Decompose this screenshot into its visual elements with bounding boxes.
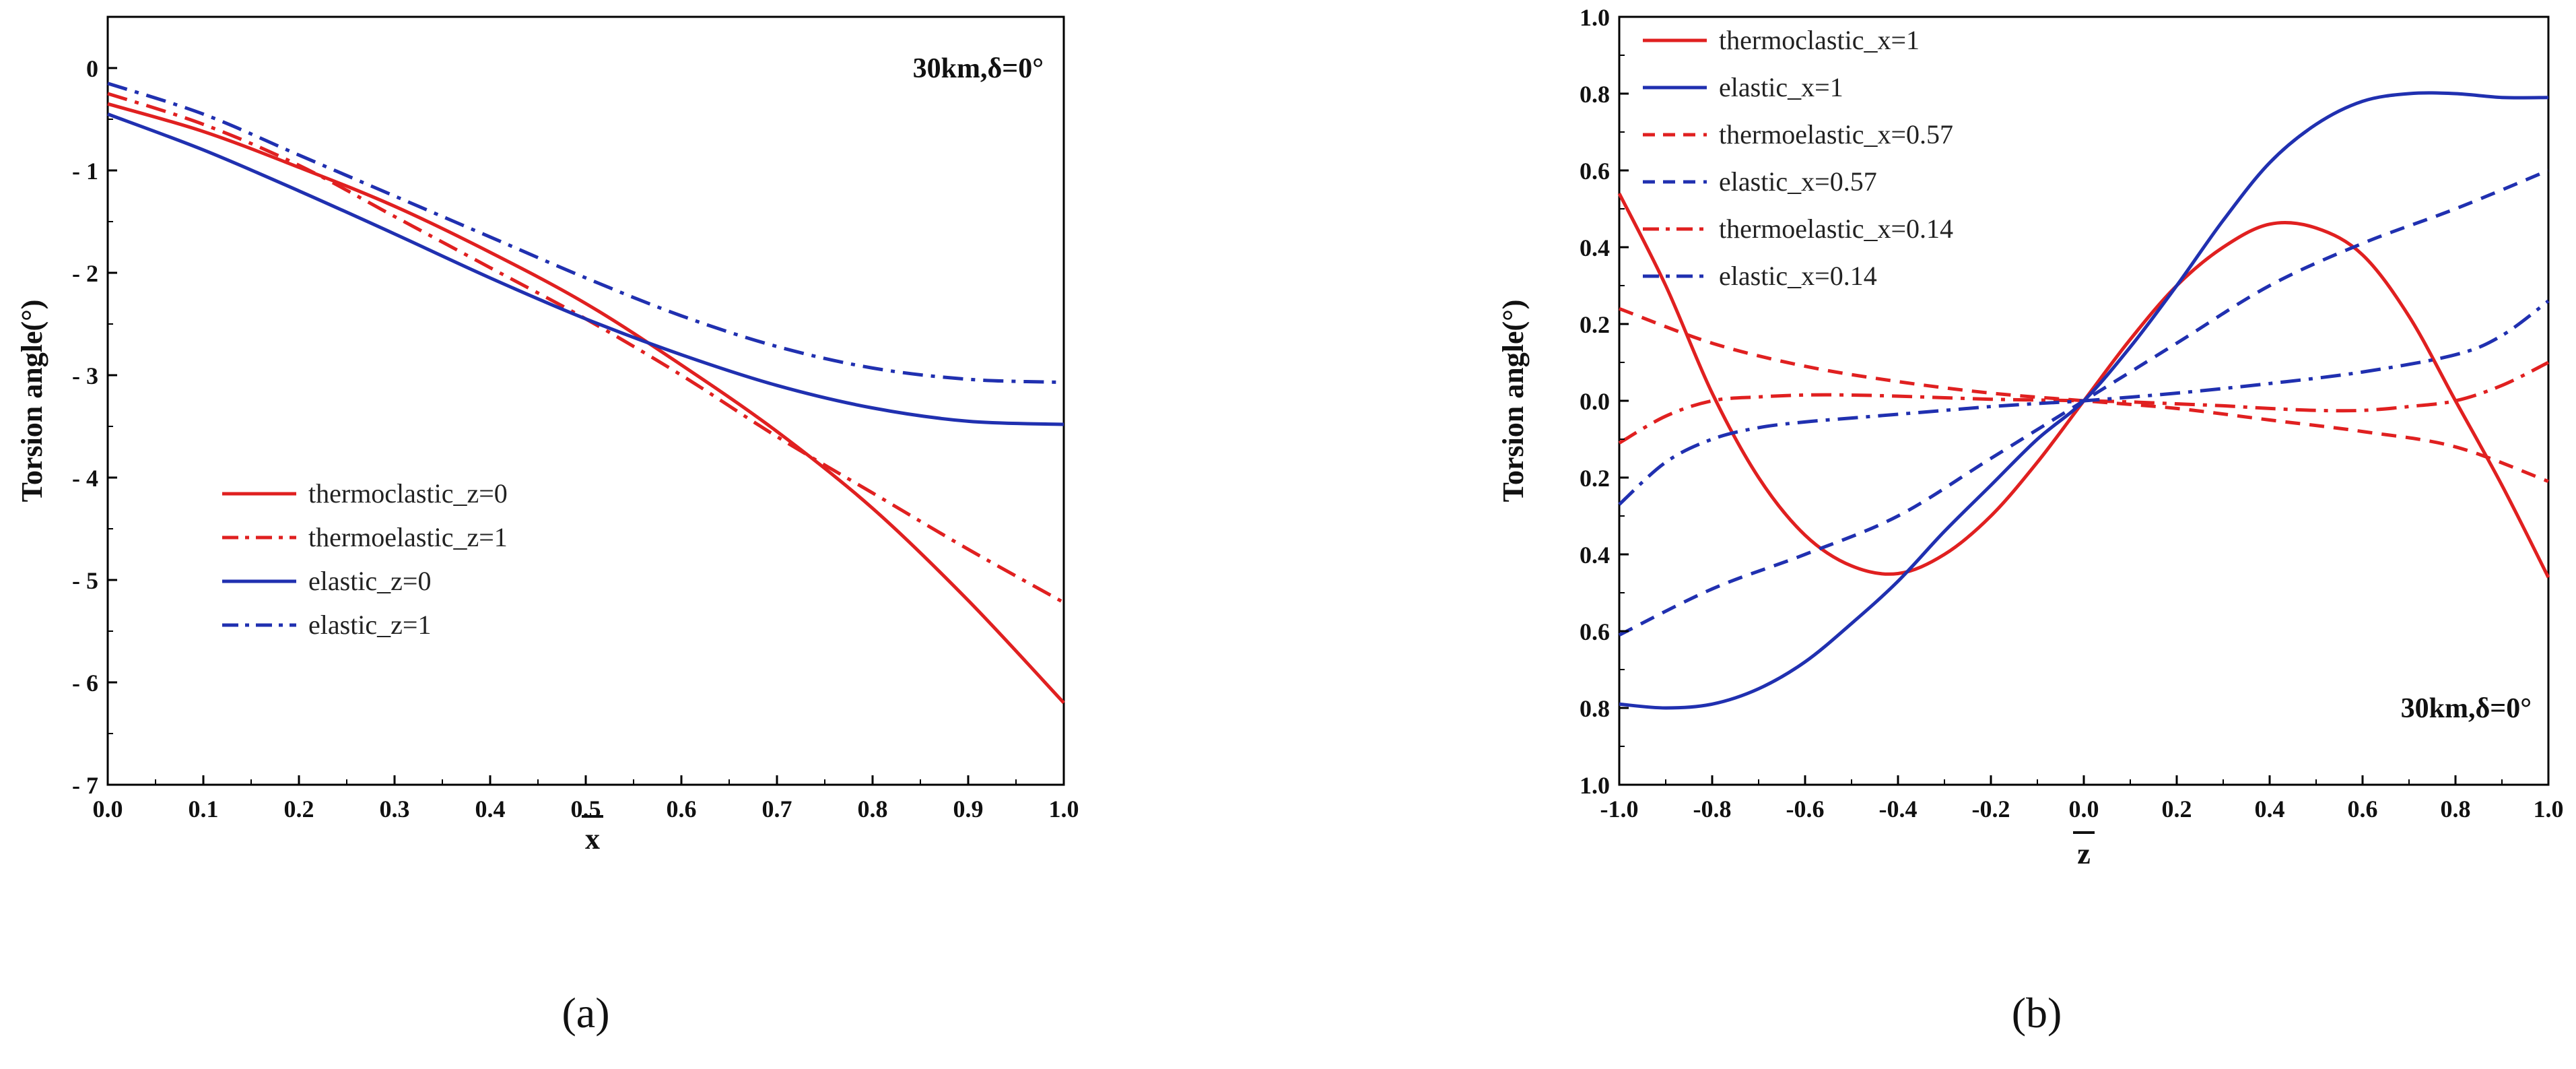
a-series-line-0 (107, 102, 1065, 705)
b-ytick-label: 0.4 (1580, 542, 1610, 569)
a-ytick-label: - 1 (72, 158, 98, 185)
a-legend-label: elastic_z=1 (308, 610, 431, 640)
a-ytick-label: - 5 (72, 567, 98, 594)
b-xtick-label: -0.6 (1786, 796, 1825, 822)
panel-a-ylabel: Torsion angle(°) (15, 300, 48, 503)
b-xtick-label: -0.8 (1693, 796, 1732, 822)
a-xtick-label: 0.0 (93, 796, 123, 822)
a-legend-label: thermoclastic_z=0 (308, 478, 508, 509)
a-xtick-label: 0.1 (189, 796, 219, 822)
a-xtick-label: 0.3 (380, 796, 410, 822)
b-ytick-label: 1.0 (1580, 4, 1610, 31)
b-series-line-2 (1619, 306, 2549, 484)
b-xtick-label: 0.6 (2348, 796, 2378, 822)
b-ytick-label: 1.0 (1580, 772, 1610, 799)
b-legend-label: thermoelastic_x=0.14 (1719, 214, 1953, 244)
a-xtick-label: 0.4 (475, 796, 506, 822)
b-legend-label: elastic_x=0.57 (1719, 166, 1877, 197)
a-xtick-label: 0.8 (858, 796, 888, 822)
b-ytick-label: 0.2 (1580, 311, 1610, 338)
b-ytick-label: 0.8 (1580, 695, 1610, 722)
panel-b-annotation: 30km,δ=0° (2401, 693, 2532, 724)
a-xtick-label: 0.7 (762, 796, 792, 822)
panel-a-axes-frame (106, 15, 1065, 786)
b-xtick-label: 1.0 (2534, 796, 2564, 822)
a-legend-label: elastic_z=0 (308, 566, 431, 596)
panel-a-chart: 0.0 0.1 0.2 0.3 0.4 0.5 0.6 0.7 0.8 0.9 1.0 0 - 1 - 2… (15, 15, 1079, 1037)
panel-b-chart: -1.0 -0.8 -0.6 -0.4 -0.2 0.0 0.2 0.4 0.6 0.8 1.0 1.… (1497, 4, 2564, 1037)
a-ytick-label: - 4 (72, 465, 98, 492)
a-ytick-label: 0 (86, 55, 98, 82)
a-xtick-label: 1.0 (1049, 796, 1079, 822)
a-ytick-label: - 2 (72, 260, 98, 287)
b-legend-label: thermoclastic_x=1 (1719, 25, 1920, 55)
b-legend-label: thermoelastic_x=0.57 (1719, 119, 1953, 150)
b-legend-label: elastic_x=1 (1719, 72, 1843, 102)
a-series-line-3 (107, 82, 1064, 385)
b-ytick-label: 0.0 (1580, 388, 1610, 415)
a-xtick-label: 0.5 (571, 796, 601, 822)
a-xtick-label: 0.6 (667, 796, 697, 822)
panel-b-xlabel: z (2077, 837, 2091, 870)
panel-a-annotation: 30km,δ=0° (913, 53, 1044, 84)
panel-b-ylabel: Torsion angle(°) (1497, 300, 1530, 503)
panel-a-legend: thermoclastic_z=0 thermoelastic_z=1elasti… (222, 478, 508, 640)
b-xtick-label: -0.2 (1972, 796, 2010, 822)
a-ytick-label: - 6 (72, 670, 98, 697)
a-xtick-label: 0.9 (953, 796, 984, 822)
panel-a-xlabel: x (585, 822, 600, 855)
b-ytick-label: 0.8 (1580, 81, 1610, 108)
panel-a-caption: (a) (562, 989, 609, 1037)
b-ytick-label: 0.2 (1580, 465, 1610, 492)
b-xtick-label: -0.4 (1879, 796, 1918, 822)
a-series-line-2 (107, 112, 1064, 426)
a-legend-label: thermoelastic_z=1 (308, 522, 508, 552)
a-ytick-label: - 7 (72, 772, 98, 799)
panel-b-legend: thermoclastic_x=1 elastic_x=1 thermoelasti… (1643, 25, 1953, 291)
b-legend-label: elastic_x=0.14 (1719, 261, 1877, 291)
b-ytick-label: 0.4 (1580, 234, 1610, 261)
b-series-line-5 (1618, 299, 2550, 506)
a-xtick-label: 0.2 (284, 796, 314, 822)
b-xtick-label: 0.0 (2069, 796, 2099, 822)
b-xtick-label: 0.4 (2255, 796, 2285, 822)
panel-b-caption: (b) (2012, 989, 2062, 1037)
b-series-line-0 (1617, 193, 2550, 579)
b-ytick-label: 0.6 (1580, 158, 1610, 185)
b-xtick-label: 0.8 (2441, 796, 2471, 822)
b-xtick-label: -1.0 (1600, 796, 1639, 822)
a-ytick-label: - 3 (72, 362, 98, 389)
b-xtick-label: 0.2 (2162, 796, 2192, 822)
b-ytick-label: 0.6 (1580, 618, 1610, 645)
